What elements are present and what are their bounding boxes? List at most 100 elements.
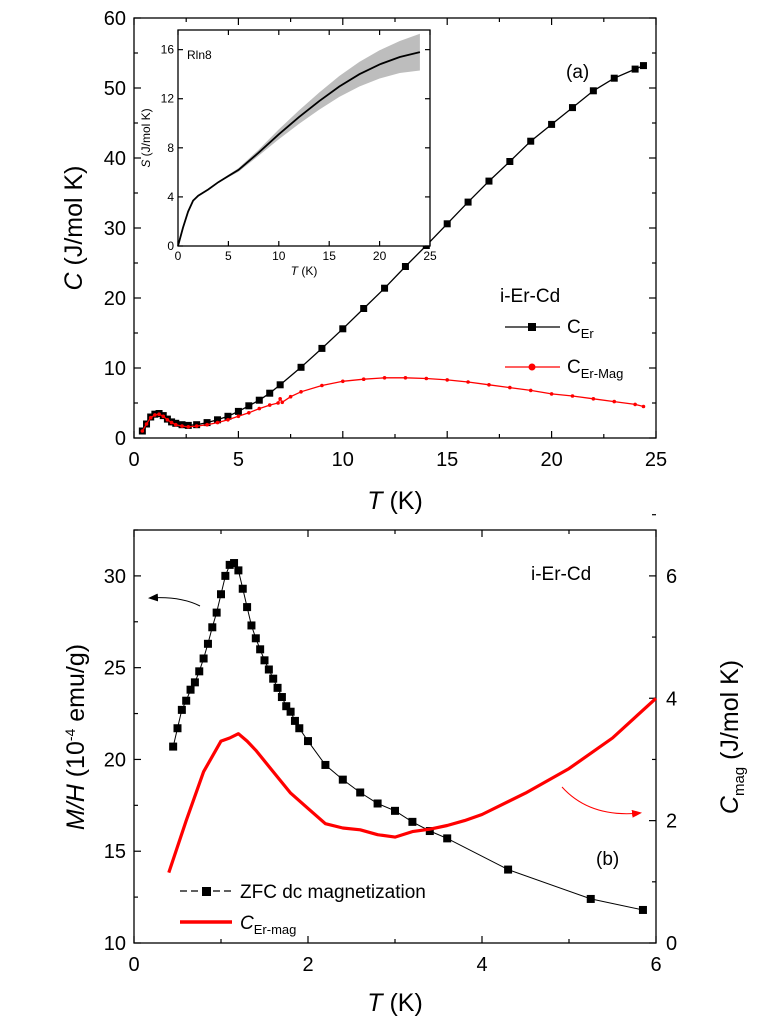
data-point — [443, 220, 451, 228]
data-point — [277, 693, 286, 702]
data-point — [382, 376, 387, 380]
data-point — [299, 390, 303, 394]
data-point — [527, 137, 535, 145]
panel-b-tick-labels: 0 2 4 6 10 15 20 25 30 0 2 4 6 — [104, 566, 677, 976]
inset-x-tick-label: 0 — [175, 249, 182, 263]
data-point — [356, 788, 365, 797]
x-tick-label-b: 4 — [476, 954, 487, 976]
data-point — [199, 654, 208, 663]
data-point — [508, 385, 512, 390]
inset-y-tick-label: 4 — [167, 190, 174, 204]
panel-b-label: (b) — [596, 849, 619, 870]
data-point — [589, 87, 597, 95]
x-tick-label-a: 10 — [332, 449, 354, 471]
y-tick-label-b: 15 — [104, 841, 126, 863]
inset-y-tick-label: 0 — [167, 239, 174, 253]
data-point — [295, 724, 304, 733]
data-point — [338, 775, 347, 784]
data-point — [234, 566, 243, 575]
data-point — [445, 378, 450, 382]
data-point — [203, 419, 211, 427]
data-point — [290, 716, 299, 725]
y-tick-label-a: 60 — [104, 8, 126, 30]
data-point — [182, 696, 191, 705]
inset-x-tick-label: 10 — [272, 249, 286, 263]
data-point — [401, 263, 409, 270]
y-tick-label-b: 10 — [104, 933, 126, 955]
panel-b-y2-axis-label: Cmag (J/mol K) — [716, 660, 748, 814]
data-point — [443, 834, 452, 843]
data-point — [247, 411, 251, 415]
y2-tick-label-b: 4 — [666, 688, 677, 710]
data-point — [238, 584, 247, 593]
data-point — [225, 560, 234, 569]
data-point — [148, 415, 153, 420]
data-point — [548, 120, 556, 128]
x-tick-label-a: 15 — [436, 449, 458, 471]
data-point — [224, 412, 232, 420]
data-point — [361, 377, 366, 382]
inset-x-axis-label: T (K) — [291, 264, 318, 278]
data-point — [230, 559, 239, 568]
x-tick-label-a: 0 — [128, 449, 139, 471]
panel-a-ticks — [133, 17, 657, 439]
panel-b-legend: ZFC dc magnetization CEr-mag — [180, 882, 426, 937]
inset-series — [177, 51, 421, 247]
data-point — [391, 806, 399, 815]
data-point — [373, 799, 382, 808]
data-point — [208, 623, 217, 632]
left-axis-arrow — [148, 593, 201, 607]
data-point — [568, 104, 576, 112]
y-tick-label-b: 25 — [104, 658, 126, 680]
data-point — [169, 742, 178, 751]
data-point — [341, 379, 345, 384]
data-point — [633, 402, 637, 407]
data-point — [570, 394, 575, 398]
data-point — [586, 894, 595, 903]
data-point — [528, 388, 533, 393]
data-point — [212, 608, 221, 617]
panel-a-label: (a) — [566, 62, 589, 83]
series-c-er-mag — [167, 697, 658, 874]
legend-label-zfc: ZFC dc magnetization — [240, 882, 426, 903]
data-point — [425, 827, 434, 836]
y-tick-label-b: 30 — [104, 566, 126, 588]
data-point — [251, 634, 260, 643]
inset-y-tick-label: 8 — [167, 141, 174, 155]
data-point — [194, 424, 199, 428]
data-point — [165, 418, 170, 422]
inset-annotation: Rln8 — [187, 48, 212, 62]
panel-b-x-axis-label: T (K) — [367, 989, 423, 1017]
legend-marker-zfc — [202, 887, 211, 896]
entropy-line — [177, 51, 421, 247]
inset-y-tick-label: 12 — [161, 92, 175, 106]
legend-title: i-Er-Cd — [500, 286, 560, 307]
x-tick-label-a: 20 — [540, 449, 562, 471]
series-zfc-magnetization — [169, 559, 647, 914]
data-point — [226, 418, 230, 422]
x-tick-label-b: 6 — [650, 954, 661, 976]
data-point — [276, 401, 280, 405]
data-point — [177, 705, 186, 714]
data-point — [282, 702, 291, 711]
panel-a-y-axis-label: C (J/mol K) — [60, 165, 88, 290]
data-point — [214, 416, 222, 424]
y2-tick-label-b: 0 — [666, 933, 677, 955]
data-point — [360, 305, 368, 312]
inset-x-tick-label: 20 — [373, 249, 387, 263]
data-point — [276, 381, 284, 389]
inset-ticks — [177, 30, 431, 247]
data-point — [260, 656, 269, 665]
series-line — [167, 697, 658, 874]
data-point — [487, 383, 491, 387]
data-point — [221, 571, 230, 580]
data-point — [234, 407, 242, 415]
data-point — [297, 363, 305, 371]
data-point — [466, 380, 470, 384]
data-point — [173, 724, 182, 733]
panel-b-y-axis-label: M/H (10-4 emu/g) — [62, 644, 90, 830]
data-point — [424, 376, 429, 381]
data-point — [504, 865, 513, 874]
